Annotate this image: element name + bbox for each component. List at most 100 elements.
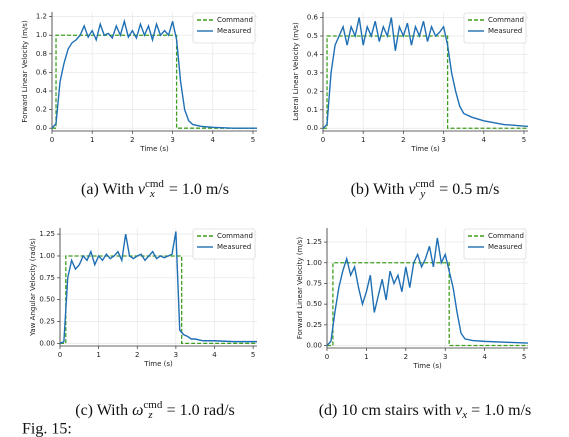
caption-text: = 0.5 m/s — [435, 181, 499, 198]
caption-text: (b) With — [351, 181, 409, 198]
x-tick-label: 3 — [443, 353, 447, 361]
y-tick-label: 0.8 — [36, 50, 47, 58]
y-tick-label: 0.25 — [306, 321, 322, 329]
x-tick-label: 0 — [58, 351, 62, 359]
x-tick-label: 5 — [522, 353, 526, 361]
legend-label: Command — [217, 16, 253, 24]
y-tick-label: 0.1 — [307, 106, 318, 114]
caption-symbol: v — [455, 402, 463, 419]
y-tick-label: 0.5 — [307, 32, 318, 40]
caption-sup: cmd — [415, 178, 434, 190]
x-tick-label: 1 — [361, 136, 365, 144]
y-tick-label: 0.4 — [307, 50, 319, 58]
y-tick-label: 0.25 — [39, 318, 55, 326]
x-tick-label: 1 — [364, 353, 368, 361]
y-axis-label: Forward Linear Velocity (m/s) — [296, 237, 304, 340]
y-tick-label: 0.6 — [36, 68, 48, 76]
series-line — [323, 35, 528, 129]
y-tick-label: 1.0 — [36, 31, 47, 39]
x-tick-label: 2 — [135, 351, 139, 359]
legend-label: Command — [488, 232, 524, 240]
series-line — [52, 34, 257, 129]
caption-text: = 1.0 m/s — [165, 181, 229, 198]
y-axis-label: Forward Linear Velocity (m/s) — [21, 20, 29, 123]
series-line — [322, 17, 529, 129]
caption-symbol: ω — [132, 402, 143, 419]
caption-text: (d) 10 cm stairs with — [319, 402, 455, 419]
series-line — [51, 18, 257, 129]
caption-sub: x — [461, 409, 467, 421]
y-tick-label: 0.2 — [36, 106, 47, 114]
y-axis-label: Yaw Angular Velocity (rad/s) — [29, 238, 37, 337]
x-axis-label: Time (s) — [139, 145, 169, 153]
legend-label: Measured — [217, 243, 251, 251]
x-tick-label: 0 — [321, 136, 325, 144]
series-line — [326, 237, 529, 347]
x-tick-label: 5 — [251, 136, 255, 144]
y-tick-label: 0.6 — [307, 14, 319, 22]
legend-box — [463, 228, 527, 260]
caption-text: = 1.0 rad/s — [163, 402, 235, 419]
y-tick-label: 1.00 — [39, 252, 55, 260]
series-line — [327, 262, 528, 347]
y-tick-label: 0.75 — [39, 274, 55, 282]
y-tick-label: 0.4 — [36, 87, 48, 95]
caption-symbol: v — [138, 181, 146, 198]
y-tick-label: 0.3 — [307, 69, 318, 77]
caption-sub: y — [419, 188, 425, 200]
x-tick-label: 4 — [212, 351, 217, 359]
x-tick-label: 5 — [522, 136, 526, 144]
y-tick-label: 0.00 — [39, 339, 55, 347]
caption: (a) With vcmd x = 1.0 m/s — [81, 178, 229, 200]
x-axis-label: Time (s) — [412, 362, 442, 370]
x-tick-label: 2 — [404, 353, 408, 361]
x-tick-label: 2 — [130, 136, 134, 144]
y-axis-label: Lateral Linear Velocity (m/s) — [292, 22, 300, 121]
x-tick-label: 4 — [482, 353, 487, 361]
caption-sub: x — [149, 188, 155, 200]
caption: (c) With ωcmd z = 1.0 rad/s — [75, 399, 234, 421]
x-axis-label: Time (s) — [410, 145, 440, 153]
y-tick-label: 0.50 — [39, 296, 55, 304]
caption-sup: cmd — [143, 399, 162, 411]
x-tick-label: 1 — [90, 136, 94, 144]
y-tick-label: 0.2 — [307, 87, 318, 95]
caption-text: = 1.0 m/s — [467, 402, 531, 419]
caption: (b) With vcmd y = 0.5 m/s — [351, 178, 500, 200]
legend-label: Command — [488, 16, 524, 24]
y-tick-label: 0.0 — [307, 124, 318, 132]
figure-caption: Fig. 15: — [22, 421, 72, 437]
caption-sub: z — [147, 409, 153, 421]
caption-text: (a) With — [81, 181, 138, 198]
y-tick-label: 1.2 — [36, 13, 47, 21]
legend-label: Command — [217, 232, 253, 240]
x-tick-label: 4 — [211, 136, 216, 144]
x-axis-label: Time (s) — [143, 360, 173, 368]
x-tick-label: 3 — [170, 136, 174, 144]
legend-label: Measured — [488, 27, 522, 35]
series-line — [59, 231, 257, 345]
caption-text: (c) With — [75, 402, 132, 419]
x-tick-label: 5 — [251, 351, 255, 359]
y-tick-label: 1.00 — [306, 259, 322, 267]
y-tick-label: 0.50 — [306, 300, 322, 308]
legend-label: Measured — [488, 243, 522, 251]
x-tick-label: 0 — [50, 136, 54, 144]
y-tick-label: 0.00 — [306, 342, 322, 350]
legend-box — [463, 12, 527, 44]
x-tick-label: 4 — [482, 136, 487, 144]
series-line — [60, 255, 257, 345]
x-tick-label: 3 — [441, 136, 445, 144]
x-tick-label: 1 — [96, 351, 100, 359]
legend-label: Measured — [217, 27, 251, 35]
x-tick-label: 2 — [401, 136, 405, 144]
y-tick-label: 1.25 — [306, 238, 322, 246]
caption-symbol: v — [408, 181, 416, 198]
caption-sup: cmd — [145, 178, 164, 190]
legend-box — [192, 12, 256, 44]
x-tick-label: 0 — [325, 353, 329, 361]
caption: (d) 10 cm stairs with vx = 1.0 m/s — [319, 402, 532, 421]
x-tick-label: 3 — [174, 351, 178, 359]
y-tick-label: 0.75 — [306, 279, 322, 287]
